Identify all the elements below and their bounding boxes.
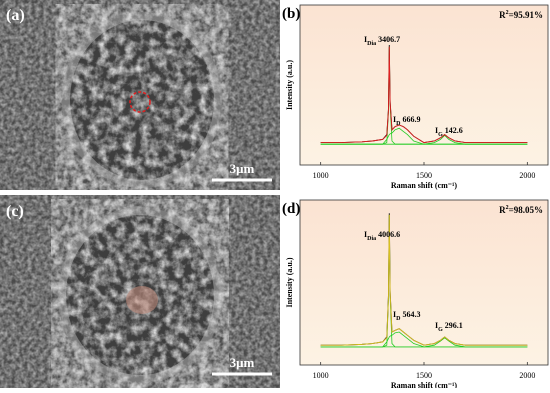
r-squared-sup: 2 [506,10,509,16]
peak-symbol: I [393,115,396,124]
peak-annotation: ID 666.9 [393,115,420,127]
r-squared-value: =98.05% [509,205,543,215]
y-axis-label: Intensity (a.u.) [285,60,294,110]
x-tick-label: 1000 [313,371,329,380]
peak-value: 666.9 [402,115,420,124]
peak-subscript: D [396,121,401,127]
peak-annotation: ID 564.3 [393,310,420,322]
peak-subscript: G [438,327,443,333]
x-tick-label: 1000 [313,171,329,180]
spectrum-line [320,134,528,145]
peak-subscript: G [438,132,443,138]
r-squared-symbol: R [499,205,506,215]
peak-value: 4006.6 [378,230,400,239]
peak-symbol: I [435,321,438,330]
scale-bar-label: 3μm [230,161,255,176]
scale-bar-label: 3μm [230,355,255,370]
x-tick-label: 1500 [416,171,432,180]
plot-area [299,4,549,166]
r-squared: R2=98.05% [499,205,543,215]
peak-annotation: IDia 3406.7 [364,35,400,47]
r-squared-sup: 2 [506,205,509,211]
peak-value: 142.6 [445,126,463,135]
peak-symbol: I [435,126,438,135]
plot-area [299,199,549,366]
spectrum-line [320,337,528,348]
spectrum-line [320,214,528,346]
panel-label: (d) [282,201,300,217]
sem-image-c [0,195,280,388]
r-squared: R2=95.91% [499,10,543,20]
peak-value: 564.3 [402,310,420,319]
peak-symbol: I [364,230,367,239]
peak-annotation: IG 142.6 [435,126,463,138]
peak-value: 3406.7 [378,35,400,44]
x-tick-label: 1500 [416,371,432,380]
sem-image-a [0,0,280,190]
peak-subscript: Dia [367,41,376,47]
peak-value: 296.1 [445,321,463,330]
x-axis-label: Raman shift (cm⁻¹) [391,381,458,388]
x-axis-label: Raman shift (cm⁻¹) [391,181,458,190]
r-squared-value: =95.91% [509,10,543,20]
peak-annotation: IDia 4006.6 [364,230,400,242]
peak-symbol: I [364,35,367,44]
peak-annotation: IG 296.1 [435,321,463,333]
y-axis-label: Intensity (a.u.) [285,257,294,307]
r-squared-symbol: R [499,10,506,20]
peak-subscript: D [396,316,401,322]
peak-symbol: I [393,310,396,319]
panel-label: (b) [282,6,300,22]
x-tick-label: 2000 [519,371,535,380]
panel-label: (a) [6,7,25,24]
peak-subscript: Dia [367,236,376,242]
panel-label: (c) [6,203,24,220]
x-tick-label: 2000 [519,171,535,180]
spectrum-line [320,46,528,144]
